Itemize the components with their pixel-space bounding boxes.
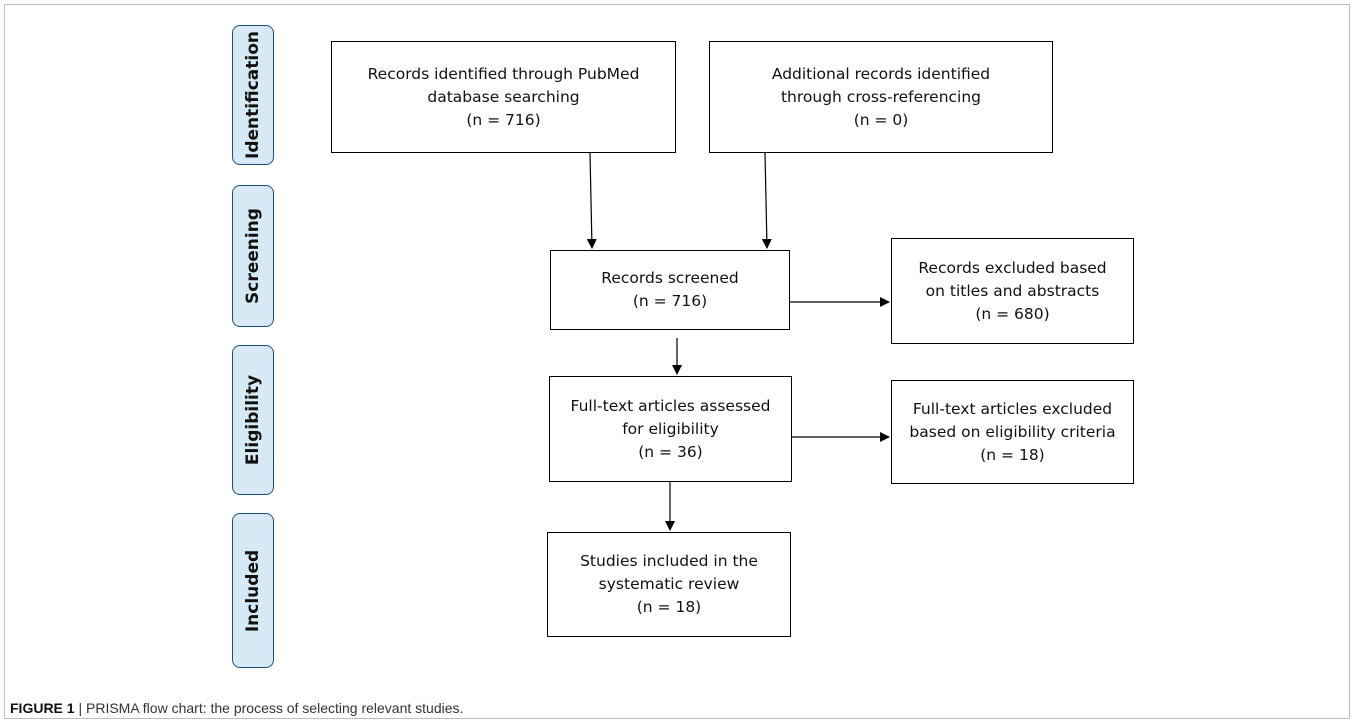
fulltext-assessed-box: Full-text articles assessed for eligibil… [549, 376, 792, 482]
pubmed-records-count: (n = 716) [466, 110, 541, 129]
fulltext-excluded-count: (n = 18) [980, 445, 1045, 464]
figure-frame [4, 4, 1350, 719]
pubmed-records-box: Records identified through PubMed databa… [331, 41, 676, 153]
fulltext-excluded-box: Full-text articles excluded based on eli… [891, 380, 1134, 484]
arrow-pubmed-to-screened [586, 152, 597, 249]
pubmed-records-line1: Records identified through PubMed [367, 64, 640, 83]
fulltext-assessed-line2: for eligibility [622, 419, 719, 438]
fulltext-excluded-line1: Full-text articles excluded [912, 399, 1113, 418]
stage-eligibility: Eligibility [232, 345, 274, 495]
stage-identification: Identification [232, 25, 274, 165]
stage-included: Included [232, 513, 274, 668]
additional-records-line1: Additional records identified [771, 64, 991, 83]
studies-included-count: (n = 18) [636, 598, 702, 616]
figure-caption-separator: | [74, 700, 86, 716]
records-excluded-box: Records excluded based on titles and abs… [891, 238, 1134, 344]
studies-included-line1: Studies included in the [580, 552, 758, 570]
pubmed-records-line2: database searching [427, 87, 580, 106]
studies-included-line2: systematic review [598, 575, 740, 593]
figure-caption-text: PRISMA flow chart: the process of select… [86, 700, 464, 716]
records-excluded-line1: Records excluded based [918, 258, 1107, 277]
additional-records-box: Additional records identified through cr… [709, 41, 1053, 153]
records-excluded-line2: on titles and abstracts [925, 281, 1100, 300]
additional-records-line2: through cross-referencing [780, 87, 982, 106]
fulltext-assessed-count: (n = 36) [638, 442, 703, 461]
arrow-additional-to-screened [761, 152, 772, 249]
stage-screening: Screening [232, 185, 274, 327]
fulltext-assessed-line1: Full-text articles assessed [570, 396, 771, 415]
studies-included-box: Studies included in the systematic revie… [547, 532, 791, 637]
additional-records-count: (n = 0) [853, 110, 909, 129]
records-excluded-count: (n = 680) [975, 304, 1050, 323]
figure-caption-label: FIGURE 1 [10, 700, 75, 716]
figure-caption: FIGURE 1 | PRISMA flow chart: the proces… [10, 700, 463, 716]
records-screened-line1: Records screened [601, 269, 739, 287]
records-screened-box: Records screened (n = 716) [550, 250, 790, 330]
records-screened-count: (n = 716) [632, 292, 708, 310]
fulltext-excluded-line2: based on eligibility criteria [909, 422, 1116, 441]
